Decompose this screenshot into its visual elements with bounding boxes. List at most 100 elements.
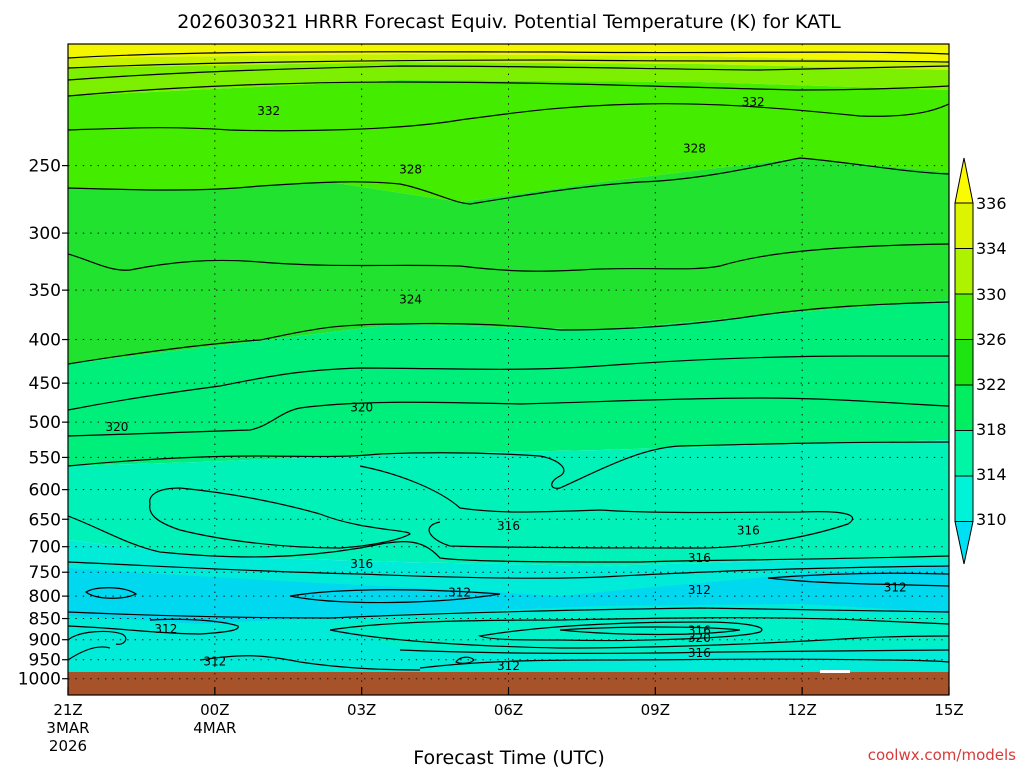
colorbar-segment: [954, 384, 974, 431]
colorbar: 336 334 330 326 322 318 314 310: [954, 157, 1007, 565]
y-tick-label: 700: [29, 538, 61, 558]
x-tick-label: 21Z: [53, 701, 82, 719]
ground-fill: [68, 672, 949, 695]
y-tick-label: 950: [29, 651, 61, 671]
contour-label: 312: [203, 655, 226, 669]
y-tick-label: 250: [29, 157, 61, 177]
contour-label-text: 320: [105, 420, 128, 434]
contour-line: [559, 626, 741, 636]
x-tick-label: 12Z: [787, 701, 816, 719]
contour-label-text: 328: [399, 163, 422, 177]
contour-label: 316: [688, 646, 711, 660]
contour-line: [149, 487, 411, 549]
contour-label: 316: [688, 551, 711, 565]
contour-label-text: 320: [688, 631, 711, 645]
chart-title: 2026030321 HRRR Forecast Equiv. Potentia…: [177, 11, 841, 33]
contour-label: 312: [688, 583, 711, 597]
contour-lines: [68, 51, 949, 671]
contour-line: [68, 607, 949, 619]
colorbar-label: 334: [976, 239, 1007, 258]
contour-label-text: 316: [688, 646, 711, 660]
colorbar-segment: [954, 248, 974, 295]
contour-label: 324: [399, 292, 422, 306]
y-tick-label: 900: [29, 631, 61, 651]
y-tick-label: 800: [29, 587, 61, 607]
colorbar-label: 322: [976, 375, 1007, 394]
colorbar-label: 326: [976, 330, 1007, 349]
contour-label-text: 316: [737, 523, 760, 537]
contour-label-text: 312: [497, 659, 520, 673]
contour-label: 320: [350, 400, 373, 414]
x-tick-sublabel: 3MAR: [46, 719, 89, 737]
y-tick-label: 650: [29, 510, 61, 530]
contour-line: [289, 589, 501, 604]
y-tick-label: 400: [29, 331, 61, 351]
y-tick-label: 750: [29, 563, 61, 583]
contour-line: [68, 646, 111, 661]
contour-label: 312: [448, 585, 471, 599]
contour-label-text: 316: [350, 557, 373, 571]
colorbar-label: 314: [976, 465, 1007, 484]
contour-label-text: 332: [742, 95, 765, 109]
contour-line: [68, 65, 949, 81]
colorbar-label: 318: [976, 420, 1007, 439]
contour-line: [68, 618, 239, 635]
contour-label: 312: [154, 622, 177, 636]
contour-line: [359, 465, 854, 549]
y-tick-label: 1000: [18, 670, 61, 690]
x-tick-label: 00Z: [200, 701, 229, 719]
x-tick-sublabel: 2026: [49, 737, 87, 755]
credit-text: coolwx.com/models: [868, 746, 1016, 764]
contour-line: [455, 656, 475, 664]
colorbar-segment: [954, 202, 974, 249]
contour-label-text: 316: [688, 551, 711, 565]
contour-line: [68, 59, 949, 69]
y-tick-label: 600: [29, 481, 61, 501]
colorbar-arrow-bottom: [954, 521, 974, 565]
colorbar-segment: [954, 430, 974, 477]
contour-line: [68, 81, 949, 97]
colorbar-segment: [954, 475, 974, 522]
contour-line: [68, 103, 949, 132]
band-fill-mid: [330, 610, 949, 656]
band-fill-334: [68, 54, 949, 70]
contour-line: [477, 621, 763, 642]
contour-label-text: 312: [688, 583, 711, 597]
contour-label: 332: [257, 104, 280, 118]
y-tick-label: 550: [29, 448, 61, 468]
contour-line: [68, 355, 949, 411]
contour-line: [68, 515, 949, 563]
contour-line: [68, 441, 949, 489]
contour-label: 312: [497, 659, 520, 673]
band-fill-336: [68, 44, 949, 62]
y-tick-label: 350: [29, 281, 61, 301]
x-tick-sublabel: 4MAR: [193, 719, 236, 737]
contour-label: 328: [683, 141, 706, 155]
band-fill-330: [68, 62, 949, 96]
contour-label-text: 320: [350, 400, 373, 414]
band-fill-322: [68, 158, 949, 364]
contour-label-text: 312: [448, 585, 471, 599]
colorbar-label: 336: [976, 194, 1007, 213]
contour-label-text: 312: [884, 581, 907, 595]
x-axis-label: Forecast Time (UTC): [413, 747, 604, 768]
contour-label: 332: [742, 95, 765, 109]
contour-label: 316: [350, 557, 373, 571]
contour-line: [68, 397, 949, 437]
contour-line: [84, 587, 138, 599]
y-tick-label: 450: [29, 374, 61, 394]
y-tick-label: 850: [29, 610, 61, 630]
x-tick-label: 09Z: [641, 701, 670, 719]
colorbar-segment: [954, 339, 974, 386]
band-fill-low: [68, 566, 949, 624]
contour-label: 320: [105, 420, 128, 434]
colorbar-arrow-top: [954, 157, 974, 204]
x-tick-label: 15Z: [934, 701, 963, 719]
x-tick-label: 03Z: [347, 701, 376, 719]
y-axis: 2503003504004505005506006507007508008509…: [18, 157, 68, 690]
contour-line: [68, 51, 949, 59]
contour-line: [68, 243, 949, 272]
